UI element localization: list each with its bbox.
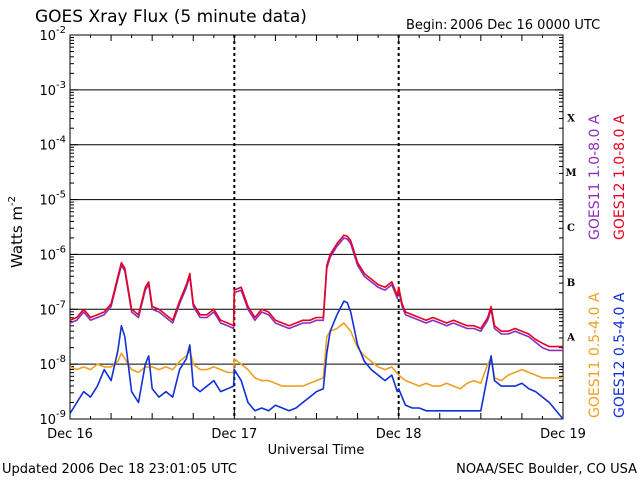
series-line-2 xyxy=(69,322,563,390)
y-tick-label: 10-4 xyxy=(39,135,66,154)
y-tick-label: 10-7 xyxy=(39,299,66,318)
flare-class-label: C xyxy=(567,223,575,234)
y-axis-label: Watts m-2 xyxy=(7,196,26,268)
footer-source: NOAA/SEC Boulder, CO USA xyxy=(456,462,637,477)
y-axis-label-text: Watts m xyxy=(8,206,26,268)
legend-goes12-long: GOES12 1.0-8.0 A xyxy=(612,114,628,240)
chart-title: GOES Xray Flux (5 minute data) xyxy=(35,7,307,27)
begin-label: Begin: xyxy=(406,18,447,33)
y-tick-label: 10-6 xyxy=(39,244,66,263)
begin-value: 2006 Dec 16 0000 UTC xyxy=(450,18,600,33)
axis-ticks xyxy=(69,35,564,420)
x-tick-label: Dec 18 xyxy=(376,427,422,442)
y-tick-label: 10-9 xyxy=(39,409,66,428)
flare-class-label: X xyxy=(567,113,575,124)
legend-goes11-long: GOES11 1.0-8.0 A xyxy=(587,114,603,240)
x-tick-label: Dec 17 xyxy=(211,427,257,442)
footer-updated: Updated 2006 Dec 18 23:01:05 UTC xyxy=(2,462,237,477)
y-tick-label: 10-8 xyxy=(39,354,66,373)
flare-class-label: A xyxy=(566,333,575,344)
flare-class-label: B xyxy=(567,278,575,289)
svg-text:Watts m-2: Watts m-2 xyxy=(7,196,26,268)
series-line-3 xyxy=(69,300,564,420)
series-lines xyxy=(69,234,564,420)
y-tick-label: 10-2 xyxy=(39,25,66,44)
legend-goes12-short: GOES12 0.5-4.0 A xyxy=(612,292,628,418)
y-tick-label: 10-3 xyxy=(39,80,66,99)
series-line-1 xyxy=(69,234,563,348)
y-tick-label: 10-5 xyxy=(39,190,66,209)
x-axis-label: Universal Time xyxy=(268,443,365,458)
y-axis-label-exponent: -2 xyxy=(7,196,18,206)
legend-goes11-short: GOES11 0.5-4.0 A xyxy=(587,292,603,418)
flare-class-label: M xyxy=(565,168,576,179)
x-tick-label: Dec 16 xyxy=(47,427,93,442)
x-tick-label: Dec 19 xyxy=(540,427,586,442)
legend: GOES11 1.0-8.0 A GOES12 1.0-8.0 A GOES11… xyxy=(587,114,628,418)
